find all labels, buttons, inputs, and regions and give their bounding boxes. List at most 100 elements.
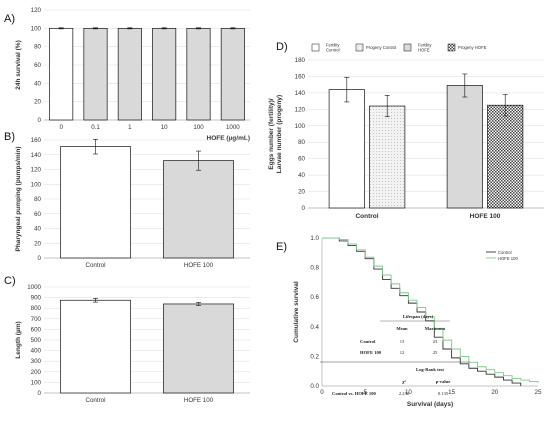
legend-label: Fertility <box>326 43 340 48</box>
y-tick-label: 40 <box>34 80 41 87</box>
x-tick-label: 25 <box>535 389 542 396</box>
y-tick-label: 0.0 <box>310 383 319 390</box>
x-tick-label: Control <box>355 213 378 220</box>
bar <box>117 27 142 121</box>
legend-label: HOFE 100 <box>498 256 518 261</box>
x-tick-label: Control <box>86 397 106 404</box>
legend-label: Control <box>498 250 512 255</box>
y-tick-label: 20 <box>298 189 305 196</box>
y-tick-label: 0.6 <box>310 294 319 301</box>
panel-label-e: E) <box>276 241 287 253</box>
table-cell: 25 <box>433 350 438 355</box>
legend-swatch <box>311 43 320 52</box>
y-axis-label: Eggs number (fertility)/ <box>268 98 275 169</box>
x-tick-label: 100 <box>193 124 204 131</box>
bar <box>60 146 131 259</box>
y-tick-label: 0.2 <box>310 353 319 360</box>
y-tick-label: 400 <box>31 348 42 355</box>
y-tick-label: 40 <box>34 226 41 233</box>
y-tick-label: 60 <box>34 62 41 69</box>
panel-label-b: B) <box>4 131 15 143</box>
chart-b-pharyngeal-pumping: 0 20 40 60 80 100 120 140 160 Control HOFE 100 Phar… <box>15 137 250 269</box>
y-tick-label: 0 <box>302 205 306 212</box>
y-tick-label: 20 <box>34 240 41 247</box>
x-tick-label: HOFE 100 <box>184 262 214 269</box>
legend-label: Control <box>326 48 340 53</box>
x-tick-label: 10 <box>405 389 412 396</box>
y-tick-label: 100 <box>31 25 42 32</box>
table-head: Maximum <box>425 326 446 331</box>
table-cell: 23 <box>433 339 438 344</box>
y-tick-label: 120 <box>31 167 42 174</box>
table-row-label: HOFE 100 <box>360 350 382 355</box>
y-tick-label: 200 <box>31 369 42 376</box>
x-tick-label: HOFE 100 <box>470 213 501 220</box>
y-tick-label: 140 <box>295 90 306 97</box>
y-axis-label: Larvae number (progeny) <box>276 95 283 173</box>
x-tick-label: 0 <box>320 389 324 396</box>
legend-swatch <box>355 43 364 52</box>
legend-swatch <box>403 43 412 52</box>
survival-curve-0 <box>322 237 522 386</box>
table-title: Lifespan (days) <box>403 314 434 319</box>
panel-label-d: D) <box>276 41 288 53</box>
y-tick-label: 120 <box>31 7 42 14</box>
table-cell: 0.135 <box>438 391 449 396</box>
y-tick-label: 100 <box>31 181 42 188</box>
y-tick-label: 140 <box>31 152 42 159</box>
x-tick-label: 1000 <box>226 124 240 131</box>
x-tick-label: HOFE 100 <box>184 397 214 404</box>
x-tick-label: 1 <box>128 124 132 131</box>
x-tick-label: Control <box>86 262 106 269</box>
y-tick-label: 0 <box>38 255 42 262</box>
x-axis-label: HOFE (µg/mL) <box>207 135 250 142</box>
table-row-label: Control <box>360 339 376 344</box>
table-head: χ² <box>401 379 406 384</box>
y-tick-label: 40 <box>298 172 305 179</box>
y-tick-label: 0.4 <box>310 324 319 331</box>
chart-d-fertility-progeny: 0 20 40 60 80 100 120 140 160 180 Control HOFE 100 F… <box>268 43 544 220</box>
chart-a-survival: 0 20 40 60 80 100 120 0 0.1 1 10 100 1000 HOFE (µg/mL… <box>15 7 250 142</box>
y-tick-label: 500 <box>31 337 42 344</box>
table-head: p-value <box>436 379 451 384</box>
y-tick-label: 700 <box>31 316 42 323</box>
table-head: Mean <box>396 326 408 331</box>
bar <box>49 27 74 121</box>
table-row-label: Control vs. HOFE 100 <box>332 391 377 396</box>
y-tick-label: 0.8 <box>310 265 319 272</box>
y-axis-label: Cumulative survival <box>293 281 300 343</box>
legend-label: HOFE <box>418 48 430 53</box>
y-tick-label: 160 <box>295 73 306 80</box>
bar <box>369 105 406 209</box>
x-tick-label: 20 <box>491 389 498 396</box>
y-tick-label: 60 <box>34 211 41 218</box>
y-tick-label: 100 <box>295 123 306 130</box>
bar <box>186 27 211 121</box>
y-axis-label: 24h survival (%) <box>15 40 22 90</box>
y-tick-label: 60 <box>298 156 305 163</box>
y-tick-label: 0 <box>38 390 42 397</box>
y-tick-label: 800 <box>31 305 42 312</box>
y-tick-label: 1.0 <box>310 235 319 242</box>
bar <box>152 27 177 121</box>
y-axis-label: Length (µm) <box>15 321 22 358</box>
legend-label: Fertility <box>418 43 432 48</box>
panel-label-c: C) <box>4 275 16 287</box>
panel-label-a: A) <box>4 13 15 25</box>
y-tick-label: 0 <box>38 117 42 124</box>
legend-swatch <box>447 43 456 52</box>
y-tick-label: 300 <box>31 358 42 365</box>
y-tick-label: 80 <box>34 44 41 51</box>
y-axis-label: Pharyngeal pumping (pumps/min) <box>15 146 22 251</box>
y-tick-label: 20 <box>34 99 41 106</box>
bar <box>220 27 245 121</box>
y-tick-label: 80 <box>298 139 305 146</box>
x-tick-label: 0 <box>59 124 63 131</box>
x-tick-label: 5 <box>363 389 367 396</box>
legend-label: Progeny Control <box>366 45 396 50</box>
bar <box>83 27 108 121</box>
bar <box>60 299 131 394</box>
table-cell: 13 <box>400 339 405 344</box>
y-tick-label: 600 <box>31 326 42 333</box>
